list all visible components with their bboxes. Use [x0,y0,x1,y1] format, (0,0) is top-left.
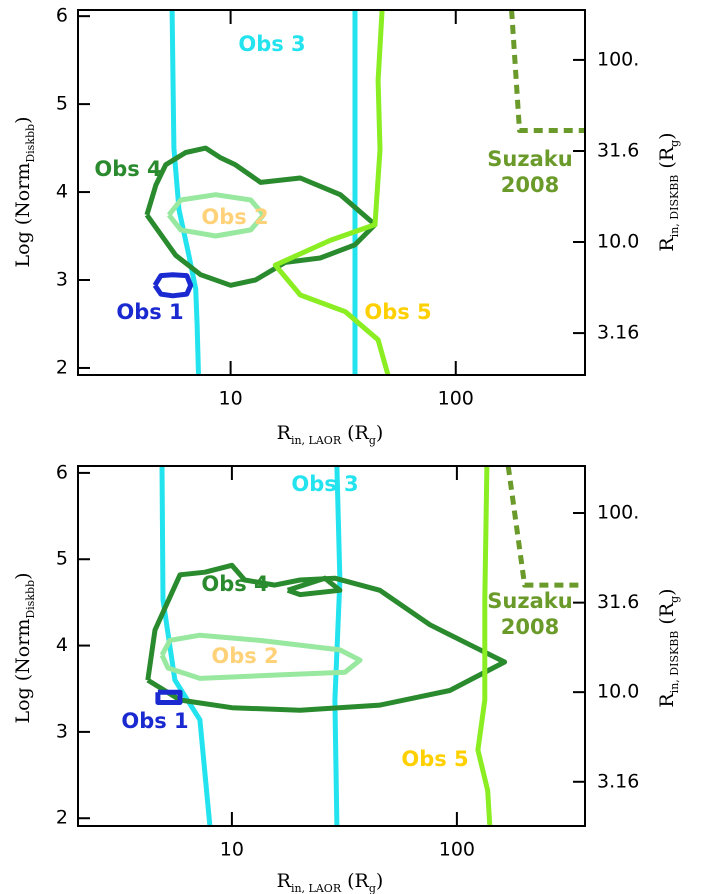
y-axis-label-part: Diskbb [24,124,37,163]
y2-tick-label: 31.6 [597,591,639,613]
x-tick-label: 100 [439,839,475,861]
y-tick-label: 3 [56,720,68,742]
series-label: 2008 [501,173,559,197]
y2-tick-label: 3.16 [597,322,639,344]
contour [159,632,363,681]
x-axis-label-part: in, LAOR [291,434,342,447]
contour [169,10,358,375]
contour [145,562,508,713]
y2-axis-label-part: (R [656,146,678,174]
y-tick-label: 5 [56,548,68,570]
y2-axis-label-part: R [656,693,678,708]
contour [166,192,266,239]
x-axis-label-part: g [369,434,376,447]
y2-axis-label-part: in, DISKBB [668,175,681,238]
x-tick-label: 10 [220,839,244,861]
series-label: Obs 5 [364,300,431,324]
y2-tick-label: 10.0 [597,230,639,252]
y2-axis-label-part: g [668,596,681,603]
series-label: Obs 3 [238,32,305,56]
series-label: 2008 [501,615,559,639]
x-axis-label-part: g [369,882,376,894]
x-axis-label-part: R [277,870,292,892]
y-axis-label-part: ) [12,573,34,580]
y-tick-label: 5 [56,93,68,115]
y-axis-label-part: Log (Norm [12,163,34,268]
x-axis-label-part: (R [341,422,369,444]
y2-axis-label-part: ) [656,588,678,595]
contour [272,10,391,375]
y-tick-label: 2 [56,807,68,829]
y-axis-label-part: ) [12,117,34,124]
y-axis-label: Log (NormDiskbb) [12,117,37,268]
contour [144,145,378,288]
contour [475,466,493,826]
series-label: Obs 2 [201,205,268,229]
series-label: Obs 1 [121,709,188,733]
x-axis-label-part: ) [376,870,383,892]
y2-axis-label-part: ) [656,132,678,139]
y2-axis-label: Rin, DISKBB (Rg) [656,588,681,707]
x-axis-label-part: in, LAOR [291,882,342,894]
y2-axis-label-part: in, DISKBB [668,631,681,694]
x-axis-label: Rin, LAOR (Rg) [277,422,384,447]
y2-tick-label: 100. [597,502,639,524]
contour [509,10,585,133]
y-tick-label: 3 [56,269,68,291]
series-label: Obs 4 [94,157,161,181]
y-tick-label: 6 [56,461,68,483]
y-tick-label: 4 [56,181,68,203]
series-label: Obs 5 [401,747,468,771]
series-label: Obs 1 [116,300,183,324]
y2-axis-label-part: (R [656,602,678,630]
contour [155,689,183,705]
x-axis-label-part: (R [341,870,369,892]
x-axis-label: Rin, LAOR (Rg) [277,870,384,894]
x-axis-label-part: ) [376,422,383,444]
y2-tick-label: 10.0 [597,681,639,703]
series-label: Obs 2 [211,644,278,668]
y-axis-label: Log (NormDiskbb) [12,573,37,724]
x-tick-label: 10 [219,388,243,410]
y-tick-label: 6 [56,5,68,27]
series-label: Suzaku [487,147,572,171]
y2-axis-label: Rin, DISKBB (Rg) [656,132,681,251]
y-tick-label: 4 [56,634,68,656]
contour [159,466,343,826]
y-axis-label-part: Diskbb [24,580,37,619]
y2-axis-label-part: R [656,237,678,252]
x-tick-label: 100 [438,388,474,410]
contour [152,272,194,299]
series-label: Obs 4 [201,572,268,596]
y2-tick-label: 3.16 [597,770,639,792]
y2-tick-label: 100. [597,48,639,70]
y-axis-label-part: Log (Norm [12,619,34,724]
contour [505,466,585,588]
y2-tick-label: 31.6 [597,140,639,162]
x-axis-label-part: R [277,422,292,444]
y2-axis-label-part: g [668,140,681,147]
y-tick-label: 2 [56,356,68,378]
series-label: Obs 3 [291,472,358,496]
series-label: Suzaku [487,589,572,613]
